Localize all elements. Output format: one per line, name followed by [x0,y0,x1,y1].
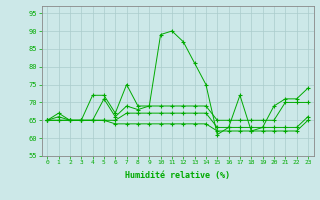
X-axis label: Humidité relative (%): Humidité relative (%) [125,171,230,180]
